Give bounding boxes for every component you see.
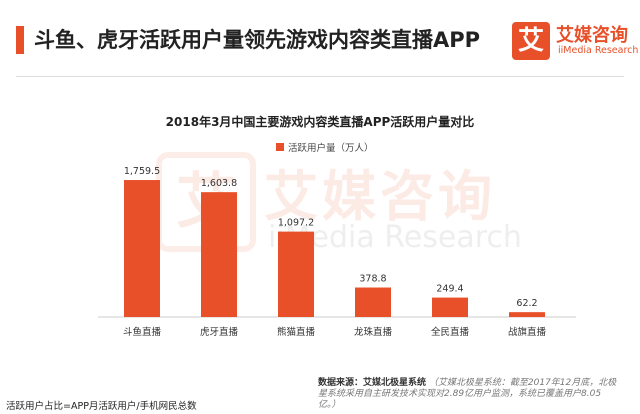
bar-value-label: 378.8 [359, 274, 386, 285]
page-title: 斗鱼、虎牙活跃用户量领先游戏内容类直播APP [34, 28, 481, 52]
source-note: （艾媒北极星系统：截至2017年12月底，北极星系统采用自主研发技术实现对2.8… [318, 378, 617, 410]
x-tick-label: 熊猫直播 [277, 326, 316, 338]
source-label: 数据来源：艾媒北极星系统 [318, 378, 427, 388]
x-tick-label: 龙珠直播 [354, 326, 393, 338]
bar-6 [509, 312, 545, 317]
legend-label: 活跃用户量（万人） [288, 143, 374, 154]
bar-value-label: 249.4 [436, 284, 463, 295]
bar-3 [278, 231, 314, 317]
bar-1 [124, 180, 160, 317]
chart-title: 2018年3月中国主要游戏内容类直播APP活跃用户量对比 [165, 115, 475, 129]
header: 斗鱼、虎牙活跃用户量领先游戏内容类直播APP 艾 艾媒咨询 iiMedia Re… [0, 0, 640, 78]
x-tick-label: 全民直播 [431, 326, 470, 338]
bar-value-label: 1,097.2 [278, 218, 314, 229]
logo-text-cn: 艾媒咨询 [556, 25, 628, 46]
x-tick-label: 战旗直播 [508, 326, 547, 338]
legend-swatch [276, 143, 284, 151]
data-source: 数据来源：艾媒北极星系统 （艾媒北极星系统：截至2017年12月底，北极星系统采… [318, 378, 618, 411]
bar-value-label: 1,759.5 [124, 166, 160, 177]
x-tick-label: 虎牙直播 [200, 326, 239, 338]
x-tick-label: 斗鱼直播 [123, 326, 162, 338]
header-divider [16, 76, 624, 77]
footnote: 活跃用户占比=APP月活跃用户/手机网民总数 [6, 401, 197, 412]
logo-mark-icon: 艾 [512, 22, 550, 60]
bar-5 [432, 297, 468, 317]
bar-value-label: 62.2 [516, 298, 537, 309]
bar-4 [355, 287, 391, 317]
bar-2 [201, 192, 237, 317]
bar-value-label: 1,603.8 [201, 178, 237, 189]
logo-text-en: iiMedia Research [558, 45, 639, 56]
title-accent-bar [16, 26, 24, 54]
iimedia-logo: 艾 艾媒咨询 iiMedia Research [512, 20, 638, 64]
